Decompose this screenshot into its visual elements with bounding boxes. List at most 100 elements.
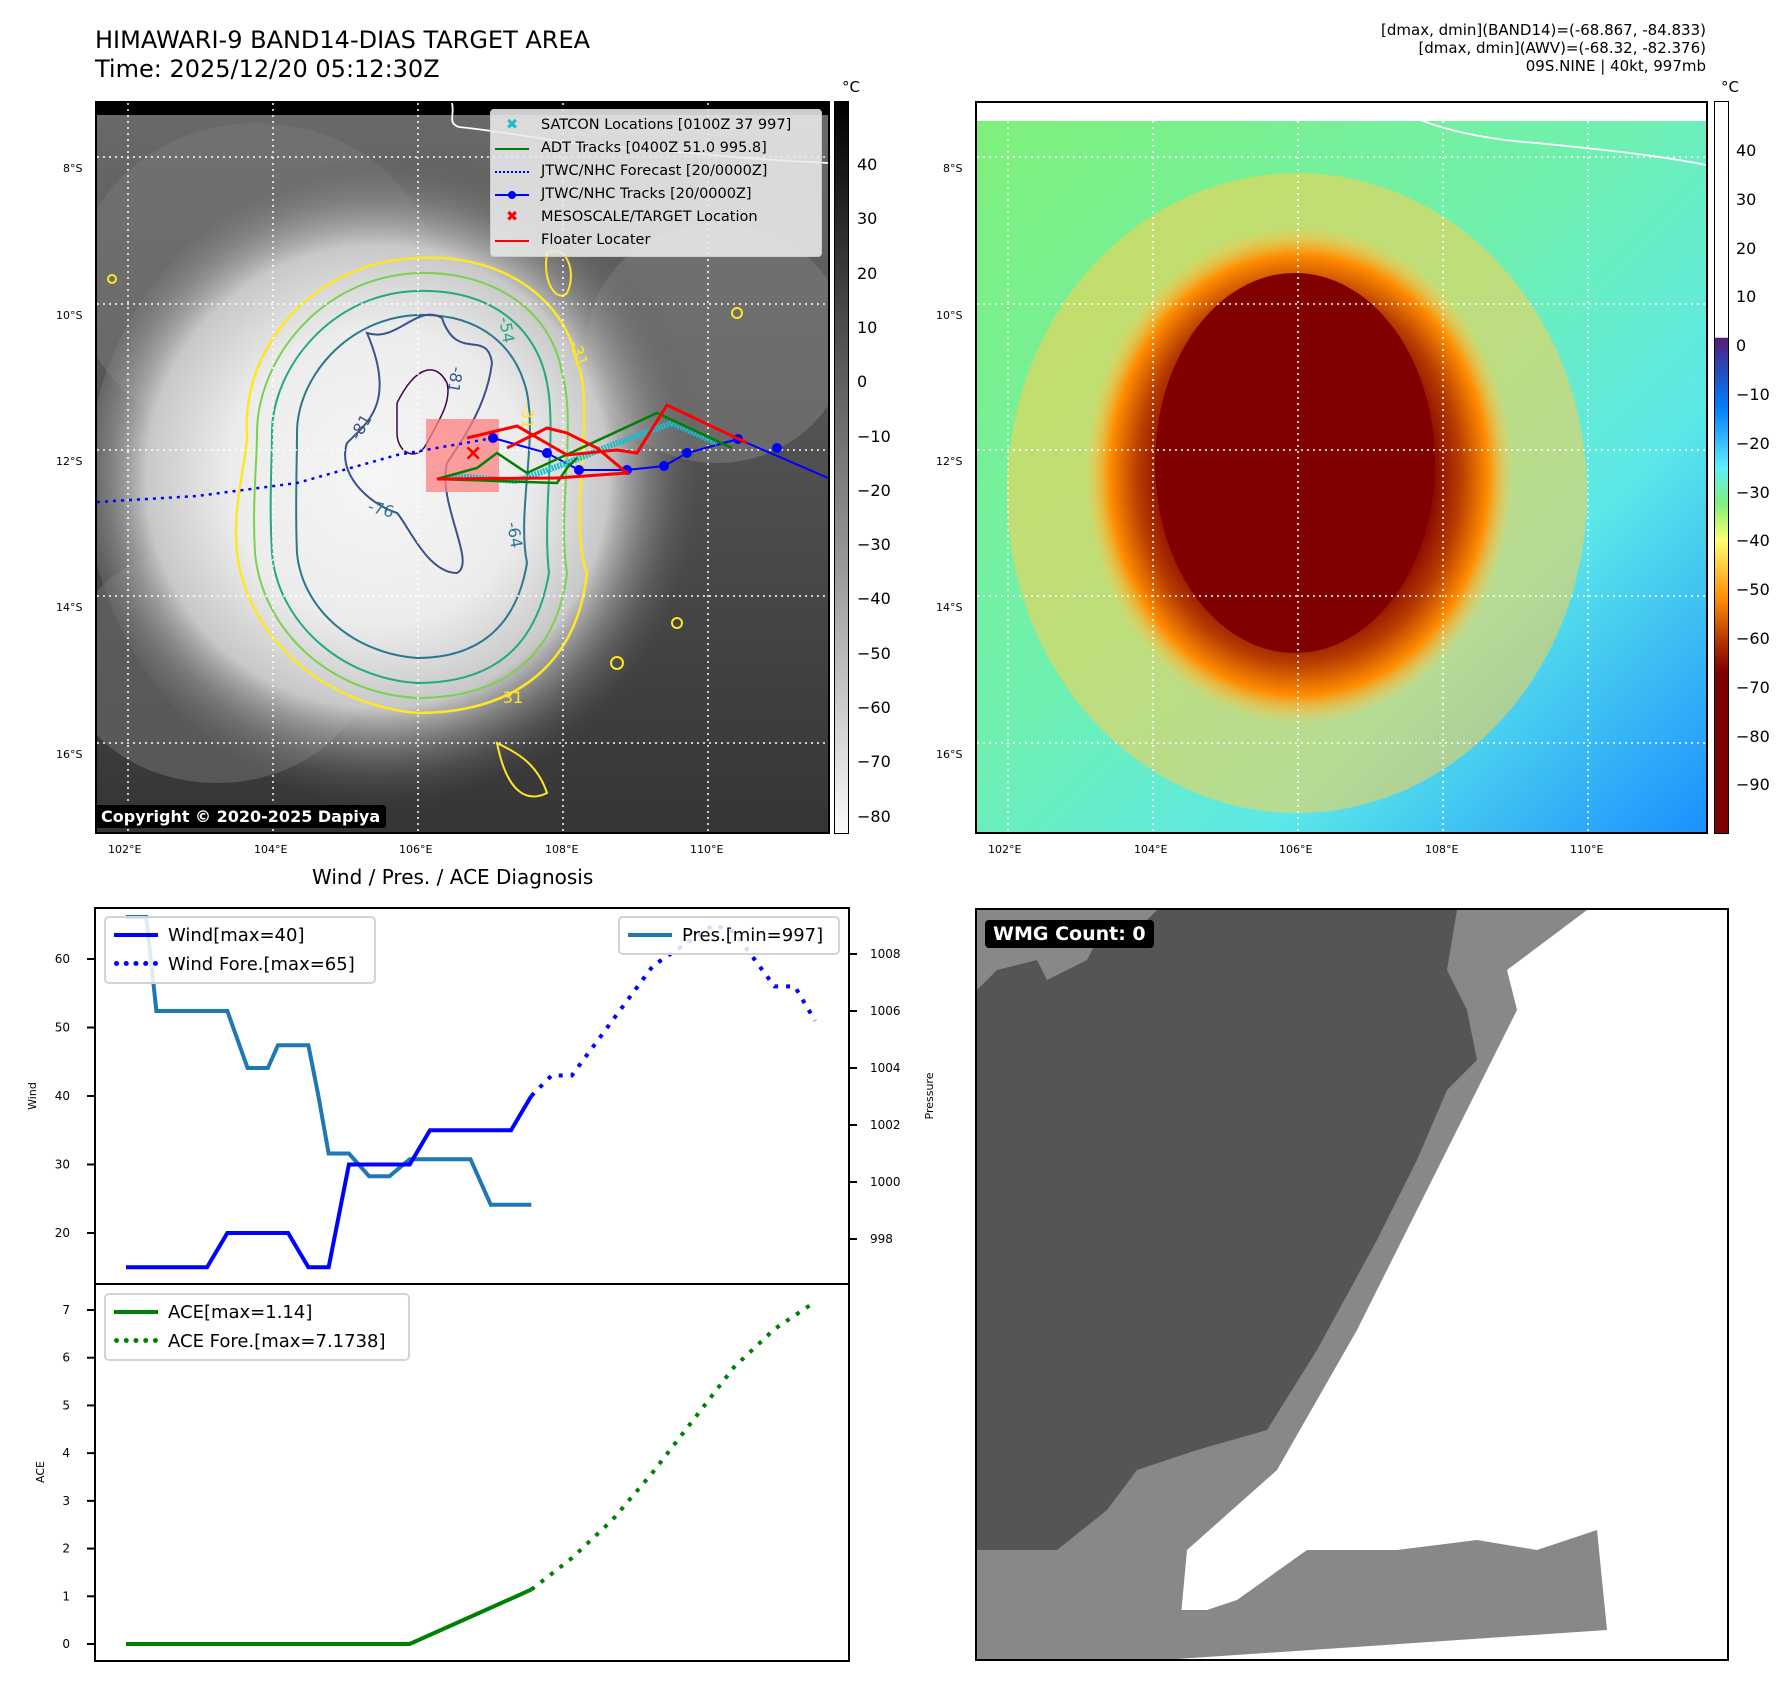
colorbar-tick-label: −80	[857, 806, 891, 826]
wmg-canvas	[977, 910, 1727, 1659]
lat-tick: 12°S	[936, 455, 963, 468]
colorbar-color	[1714, 101, 1729, 834]
title-line-1: HIMAWARI-9 BAND14-DIAS TARGET AREA	[95, 26, 591, 54]
legend-item-jtwc-tracks: JTWC/NHC Tracks [20/0000Z]	[491, 183, 821, 206]
map-legend: ✖ SATCON Locations [0100Z 37 997] ADT Tra…	[490, 109, 822, 257]
colorbar-tick-label: −70	[857, 752, 891, 772]
colorbar-tick-label: −60	[1736, 629, 1770, 648]
colorbar-tick-label: −30	[857, 535, 891, 555]
colorbar-tick-label: 40	[857, 155, 878, 174]
map-gridlines	[977, 103, 1706, 832]
lon-tick: 104°E	[1134, 843, 1168, 856]
pressure-axis-label: Pressure	[923, 1072, 936, 1119]
ace-axis-label: ACE	[34, 1461, 47, 1483]
legend-item-satcon: ✖ SATCON Locations [0100Z 37 997]	[491, 114, 821, 137]
lon-tick: 110°E	[690, 843, 724, 856]
axis-tick-label: 3	[62, 1494, 70, 1508]
title-line-2: Time: 2025/12/20 05:12:30Z	[95, 55, 440, 83]
jtwc-forecast-line	[97, 436, 494, 504]
lat-tick: 16°S	[56, 748, 83, 761]
legend-item-ace-forecast: ACE Fore.[max=7.1738]	[106, 1327, 408, 1356]
lon-tick: 106°E	[399, 843, 433, 856]
colorbar-tick-label: −30	[1736, 482, 1770, 502]
copyright-label: Copyright © 2020-2025 Dapiya	[95, 805, 387, 828]
lon-tick: 106°E	[1279, 843, 1313, 856]
wind-axis-label: Wind	[26, 1082, 39, 1110]
lon-tick: 104°E	[254, 843, 288, 856]
lon-tick: 102°E	[108, 843, 142, 856]
line-icon	[495, 148, 529, 150]
lon-tick: 108°E	[545, 843, 579, 856]
colorbar-gray-unit: °C	[842, 78, 860, 96]
axis-tick-label: 1006	[870, 1004, 901, 1018]
target-x-marker: ×	[464, 441, 482, 466]
line-icon	[114, 933, 158, 937]
legend-item-wind-forecast: Wind Fore.[max=65]	[106, 950, 374, 979]
colorbar-tick-label: 10	[857, 317, 878, 337]
colorbar-tick-label: −20	[1736, 433, 1770, 453]
svg-text:-81: -81	[444, 365, 467, 394]
series-line-1-1	[530, 1300, 817, 1592]
wmg-count-badge: WMG Count: 0	[985, 920, 1154, 948]
axis-tick-label: 1	[62, 1589, 70, 1603]
axis-tick-label: 7	[62, 1303, 70, 1317]
series-line-1-0	[126, 1587, 533, 1646]
colorbar-tick-label: 20	[857, 263, 878, 283]
figure-title: HIMAWARI-9 BAND14-DIAS TARGET AREA Time:…	[95, 26, 590, 84]
axis-tick-label: 0	[62, 1637, 70, 1651]
colorbar-tick-label: −50	[1736, 580, 1770, 600]
axis-tick-label: 20	[55, 1226, 70, 1240]
colorbar-tick-label: −10	[857, 426, 891, 446]
axis-tick-label: 60	[55, 952, 70, 966]
colorbar-tick-label: −70	[1736, 677, 1770, 697]
colorbar-tick-label: −90	[1736, 775, 1770, 795]
lat-tick: 14°S	[56, 601, 83, 614]
lon-tick: 108°E	[1425, 843, 1459, 856]
jtwc-track-line	[492, 437, 828, 479]
pressure-legend: Pres.[min=997]	[618, 916, 840, 955]
info-line-1: [dmax, dmin](BAND14)=(-68.867, -84.833)	[1381, 21, 1706, 39]
axis-tick-label: 6	[62, 1351, 70, 1365]
legend-item-pressure: Pres.[min=997]	[620, 921, 838, 950]
axis-tick-label: 4	[62, 1446, 70, 1460]
lat-tick: 12°S	[56, 455, 83, 468]
axis-tick-label: 40	[55, 1089, 70, 1103]
legend-item-wind: Wind[max=40]	[106, 921, 374, 950]
axis-tick-label: 2	[62, 1542, 70, 1556]
lat-tick: 10°S	[936, 309, 963, 322]
series-line-0-0	[126, 1094, 534, 1270]
colorbar-gray	[834, 101, 849, 834]
colorbar-tick-label: 30	[1736, 189, 1757, 209]
ir-color-map	[975, 101, 1708, 834]
ace-legend: ACE[max=1.14] ACE Fore.[max=7.1738]	[104, 1293, 410, 1361]
ir-map-canvas: -54 -81 -81 -76 -64 -31 -31 -31	[97, 103, 828, 832]
colorbar-color-unit: °C	[1721, 78, 1739, 96]
colorbar-tick-label: 10	[1736, 287, 1757, 307]
axis-tick-label: 1002	[870, 1118, 901, 1132]
lon-tick: 110°E	[1570, 843, 1604, 856]
x-marker-icon: ✖	[506, 117, 519, 133]
colorbar-tick-label: −20	[857, 480, 891, 500]
axis-tick-label: 1008	[870, 947, 901, 961]
lat-tick: 16°S	[936, 748, 963, 761]
dotted-line-icon	[114, 1338, 158, 1343]
x-marker-icon: ✖	[506, 209, 519, 225]
axis-tick-label: 1004	[870, 1061, 901, 1075]
line-icon	[495, 240, 529, 242]
lat-tick: 8°S	[943, 162, 963, 175]
colorbar-tick-label: −60	[857, 698, 891, 717]
dotted-line-icon	[114, 961, 158, 966]
legend-item-adt: ADT Tracks [0400Z 51.0 995.8]	[491, 137, 821, 160]
legend-item-jtwc-forecast: JTWC/NHC Forecast [20/0000Z]	[491, 160, 821, 183]
colorbar-tick-label: −10	[1736, 385, 1770, 404]
line-icon	[628, 933, 672, 937]
legend-item-mesoscale: ✖ MESOSCALE/TARGET Location	[491, 206, 821, 229]
axis-tick-label: 30	[55, 1158, 70, 1172]
colorbar-tick-label: −50	[857, 643, 891, 663]
legend-item-floater: Floater Locater	[491, 229, 821, 252]
storm-tracks: ×	[97, 403, 828, 504]
colorbar-tick-label: 40	[1736, 141, 1757, 160]
color-map-canvas	[977, 103, 1706, 832]
lat-tick: 14°S	[936, 601, 963, 614]
info-line-3: 09S.NINE | 40kt, 997mb	[1525, 57, 1706, 75]
